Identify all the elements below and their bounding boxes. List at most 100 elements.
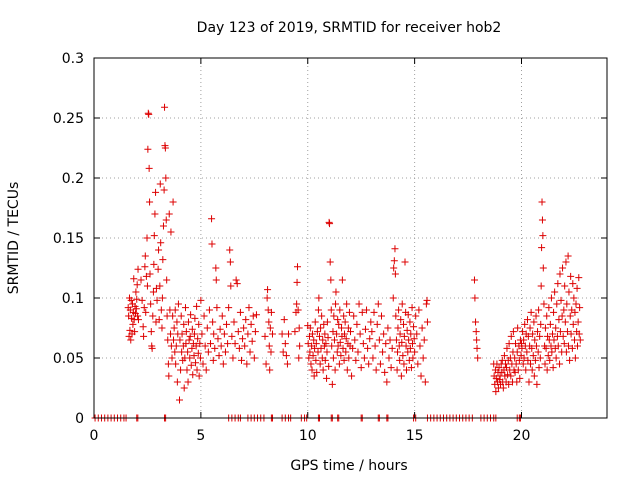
data-point [141,252,149,260]
data-point [511,354,519,362]
data-point [390,264,398,272]
data-point [528,366,536,374]
data-point [520,336,528,344]
data-point [306,324,314,332]
data-point [188,344,196,352]
data-point [131,328,139,336]
data-point [365,360,373,368]
data-point [140,304,148,312]
data-point [366,335,374,343]
data-point [336,306,344,314]
data-point [261,332,269,340]
data-point [389,294,397,302]
data-point [547,294,555,302]
data-point [548,348,556,356]
data-point [403,326,411,334]
data-point [574,318,582,326]
data-point [142,308,150,316]
data-point [420,336,428,344]
data-point [575,330,583,338]
data-point [507,332,515,340]
data-point [163,276,171,284]
y-tick-label: 0.3 [62,51,84,67]
data-point [400,360,408,368]
data-point [531,356,539,364]
data-point [291,328,299,336]
data-point [350,312,358,320]
data-point [554,342,562,350]
chart-title: Day 123 of 2019, SRMTID for receiver hob… [197,20,502,36]
data-point [309,352,317,360]
data-point [149,288,157,296]
data-point [333,330,341,338]
y-tick-label: 0.2 [62,171,84,187]
data-point [187,361,195,369]
data-point [402,342,410,350]
data-point [205,306,213,314]
data-point [495,364,503,372]
data-point [178,330,186,338]
data-point [319,366,327,374]
data-point [525,378,533,386]
data-point [327,276,335,284]
data-point [312,356,320,364]
x-tick-label: 0 [90,428,99,444]
data-point [515,356,523,364]
data-point [352,356,360,364]
data-point [316,332,324,340]
data-point [267,348,275,356]
y-tick-label: 0 [75,411,84,427]
data-point [561,282,569,290]
data-point [219,360,227,368]
data-point [197,296,205,304]
data-point [185,336,193,344]
data-point [363,306,371,314]
data-point [323,374,331,382]
data-point [137,276,145,284]
data-point [360,354,368,362]
data-point [375,336,383,344]
data-point [138,296,146,304]
data-point [195,372,203,380]
data-point [310,372,318,380]
data-point [529,352,537,360]
data-point [184,348,192,356]
data-point [227,282,235,290]
data-point [361,325,369,333]
data-point [372,366,380,374]
data-point [181,304,189,312]
data-point [268,330,276,338]
data-point [324,334,332,342]
data-point [340,356,348,364]
data-point [575,274,583,282]
data-point [279,348,287,356]
data-point [357,364,365,372]
data-point [211,344,219,352]
data-point [165,372,173,380]
data-point [323,318,331,326]
data-point [419,354,427,362]
data-point [145,164,153,172]
data-point [157,239,165,247]
data-point [571,308,579,316]
data-point [180,320,188,328]
data-point [192,359,200,367]
data-point [321,330,329,338]
data-point [492,388,500,396]
data-point [565,288,573,296]
data-point [523,348,531,356]
data-point [326,220,334,228]
data-point [240,324,248,332]
data-point [283,360,291,368]
data-point [412,312,420,320]
data-point [537,282,545,290]
data-point [380,330,388,338]
data-point [132,288,140,296]
data-point [526,324,534,332]
data-point [133,295,141,303]
data-point [195,320,203,328]
data-point [539,264,547,272]
data-point [212,264,220,272]
data-point [228,332,236,340]
data-point [313,368,321,376]
